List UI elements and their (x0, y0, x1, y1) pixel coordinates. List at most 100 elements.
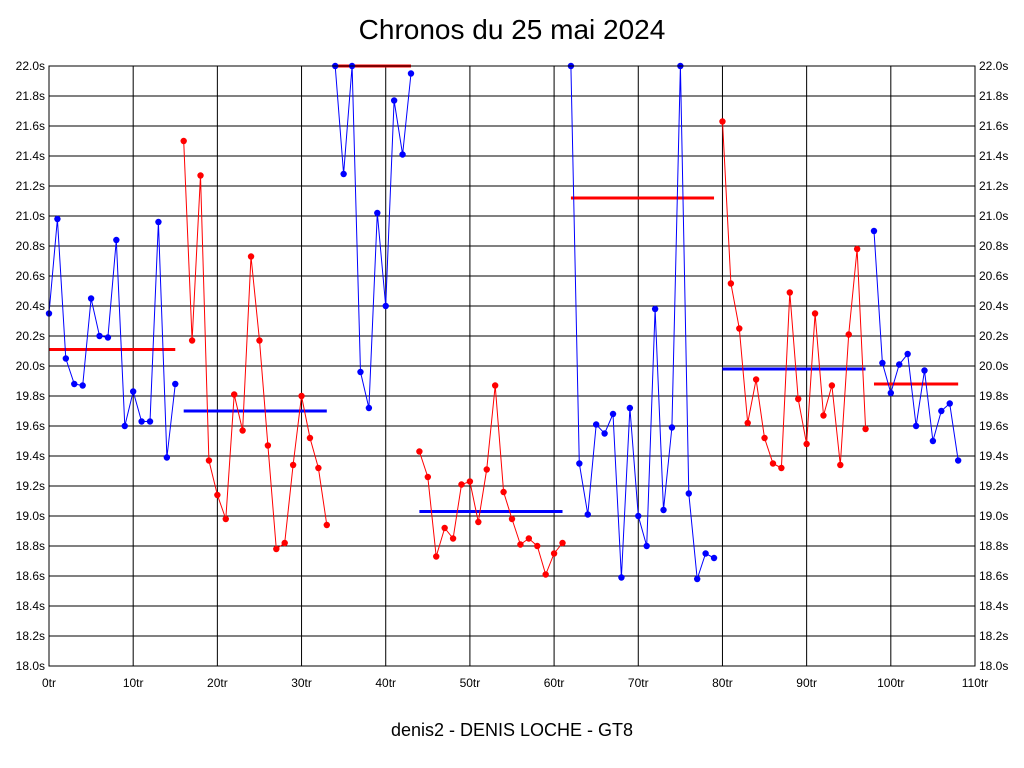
y-tick-label-right: 19.8s (979, 389, 1008, 403)
series-line (183, 140, 328, 550)
data-point (71, 380, 78, 388)
average-lines (49, 64, 959, 513)
data-point (702, 550, 709, 557)
data-point (458, 481, 465, 488)
y-tick-label-right: 20.6s (979, 269, 1008, 283)
y-tick-label-right: 18.8s (979, 539, 1008, 553)
tick-labels: 0tr 10tr 20tr 30tr 40tr 50tr 60tr 70tr 80tr 90tr 1… (16, 59, 1009, 690)
data-point (466, 478, 474, 485)
data-point (820, 412, 827, 419)
y-tick-label-left: 21.2s (16, 179, 45, 193)
data-point (475, 518, 482, 526)
y-tick-label-right: 22.0s (979, 59, 1008, 73)
data-point (222, 515, 229, 523)
data-point (231, 391, 238, 398)
x-tick-label: 40tr (375, 676, 396, 690)
y-tick-label-left: 20.0s (16, 359, 45, 373)
data-point (635, 512, 642, 520)
data-point (382, 302, 389, 310)
data-point (289, 461, 297, 469)
data-point (853, 245, 861, 253)
x-tick-label: 30tr (291, 676, 312, 690)
data-point (163, 454, 171, 461)
chart-title: Chronos du 25 mai 2024 (358, 14, 666, 45)
axes (48, 65, 976, 667)
y-tick-label-left: 18.6s (16, 569, 45, 583)
x-tick-label: 20tr (207, 676, 228, 690)
data-points (45, 62, 962, 583)
data-point (584, 511, 591, 518)
data-point (483, 466, 490, 473)
data-point (374, 209, 381, 217)
series-line (334, 65, 412, 409)
data-point (694, 575, 701, 583)
data-point (281, 539, 288, 547)
data-point (786, 289, 793, 296)
y-tick-label-left: 21.4s (16, 149, 45, 163)
y-tick-label-left: 20.2s (16, 329, 45, 343)
data-point (651, 305, 659, 313)
y-tick-label-left: 18.0s (16, 659, 45, 673)
data-point (172, 380, 179, 388)
data-point (256, 337, 263, 344)
grid (48, 65, 976, 667)
data-point (180, 137, 187, 145)
data-point (643, 542, 650, 550)
y-tick-label-right: 19.0s (979, 509, 1008, 523)
data-point (778, 464, 785, 472)
data-point (626, 404, 634, 412)
y-tick-label-right: 19.6s (979, 419, 1008, 433)
data-point (121, 422, 128, 430)
y-tick-label-left: 19.6s (16, 419, 45, 433)
x-tick-label: 10tr (123, 676, 144, 690)
data-point (416, 448, 423, 455)
y-tick-label-left: 19.0s (16, 509, 45, 523)
data-point (525, 535, 533, 542)
data-point (399, 151, 406, 158)
data-point (559, 539, 566, 547)
data-point (719, 118, 726, 125)
y-tick-label-right: 19.2s (979, 479, 1008, 493)
data-point (508, 515, 516, 523)
data-point (761, 434, 768, 442)
data-point (298, 392, 305, 400)
data-point (609, 410, 617, 418)
series-line (722, 121, 867, 469)
y-tick-label-left: 19.2s (16, 479, 45, 493)
x-tick-label: 110tr (962, 676, 988, 690)
data-point (592, 421, 600, 428)
data-point (357, 368, 364, 376)
data-point (62, 355, 70, 362)
data-point (129, 388, 137, 395)
data-point (188, 337, 196, 344)
y-tick-label-left: 18.2s (16, 629, 45, 643)
data-point (660, 506, 667, 514)
data-point (736, 325, 743, 332)
y-tick-label-left: 21.0s (16, 209, 45, 223)
data-point (54, 215, 61, 223)
data-point (155, 218, 162, 226)
data-point (390, 97, 398, 104)
plot-frame (48, 65, 976, 667)
x-tick-label: 60tr (544, 676, 565, 690)
data-point (340, 170, 347, 178)
x-tick-label: 100tr (877, 676, 904, 690)
data-point (744, 419, 751, 427)
data-point (113, 236, 120, 244)
series-line (570, 65, 715, 580)
data-point (534, 542, 541, 550)
y-tick-label-right: 18.0s (979, 659, 1008, 673)
data-point (668, 424, 676, 431)
data-point (264, 442, 272, 449)
data-point (441, 524, 448, 532)
data-point (769, 460, 777, 467)
data-point (912, 422, 920, 430)
data-point (879, 359, 886, 367)
data-point (491, 382, 499, 389)
y-tick-label-right: 18.6s (979, 569, 1008, 583)
data-point (138, 418, 145, 425)
data-point (315, 464, 322, 472)
data-point (862, 425, 869, 433)
data-point (896, 361, 903, 368)
